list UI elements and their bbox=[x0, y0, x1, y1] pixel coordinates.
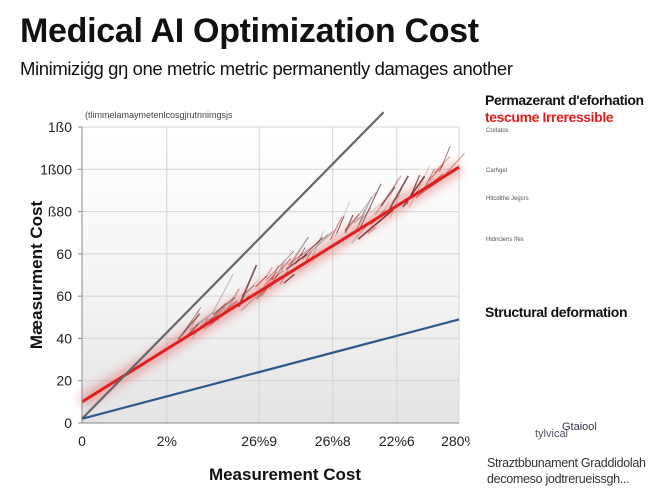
panel-warning: tescume Irreressible bbox=[485, 109, 614, 125]
mini-label: Hitcdlthe Jegsrs bbox=[486, 196, 529, 202]
mini-chart-bg bbox=[486, 354, 640, 406]
mini-chart-bg bbox=[486, 200, 640, 236]
mini-series bbox=[485, 201, 641, 226]
scribble bbox=[368, 201, 384, 215]
scribble bbox=[433, 156, 451, 174]
scribble bbox=[367, 226, 377, 235]
scribble bbox=[344, 214, 354, 234]
scribble bbox=[265, 266, 273, 279]
panel-title: Permazerant d'eforhation bbox=[485, 92, 644, 108]
mini-chart-bg bbox=[486, 238, 640, 293]
mini-series bbox=[485, 151, 641, 157]
scribble bbox=[412, 174, 421, 191]
mini-chart-bg bbox=[486, 130, 640, 166]
y-tick-label: 60 bbox=[56, 246, 72, 262]
scribble bbox=[287, 253, 303, 266]
mini-series bbox=[485, 373, 641, 395]
mini-series bbox=[485, 263, 641, 280]
plot-area bbox=[82, 127, 459, 423]
scribble bbox=[380, 186, 396, 207]
x-tick-label: 26%8 bbox=[315, 433, 351, 449]
y-tick-label: 60 bbox=[56, 288, 72, 304]
x-tick-label: 2% bbox=[157, 433, 177, 449]
cost-chart: (tlimmelamaymetenlcosgjrutnnimgsjs 0 20 40… bbox=[27, 110, 470, 484]
scribble bbox=[241, 284, 255, 296]
scribble bbox=[439, 145, 451, 172]
scribble bbox=[215, 297, 234, 313]
mini-chart-bg bbox=[486, 322, 640, 352]
scribble bbox=[301, 236, 323, 259]
page-title: Medical AI Optimization Cost bbox=[20, 12, 479, 50]
footer-line: Straztbbunament Graddidolah bbox=[487, 456, 646, 470]
y-tick-label: 20 bbox=[56, 373, 72, 389]
page-subtitle: Minimiziġg gŋ one metric metric permanen… bbox=[20, 58, 513, 79]
scribble bbox=[182, 306, 202, 334]
mini-label: Carhgel bbox=[486, 168, 508, 174]
mini-label: Hidnclens Ifes bbox=[486, 237, 524, 243]
y-tick-label: 40 bbox=[56, 330, 72, 346]
chart-caption: (tlimmelamaymetenlcosgjrutnnimgsjs bbox=[85, 110, 233, 120]
scribble bbox=[265, 250, 295, 281]
x-axis-label: Measurement Cost bbox=[209, 465, 361, 484]
section-title: Structural deformation bbox=[485, 304, 628, 320]
mini-series bbox=[485, 246, 641, 286]
y-axis-label: Mæasurment Cost bbox=[27, 201, 46, 350]
scribble bbox=[300, 234, 329, 257]
y-tick-label: ß80 bbox=[48, 204, 72, 220]
scribble bbox=[344, 213, 360, 232]
scribble bbox=[336, 215, 345, 234]
scribble bbox=[289, 236, 310, 266]
footer-tag: Gtaiool bbox=[562, 421, 597, 433]
scribble bbox=[186, 319, 194, 329]
series-line bbox=[81, 318, 460, 420]
x-tick-label: 0 bbox=[78, 433, 86, 449]
x-tick-label: 22%6 bbox=[379, 433, 415, 449]
scribble bbox=[212, 273, 234, 314]
series-line bbox=[81, 165, 460, 404]
x-tick-label: 26%9 bbox=[241, 433, 277, 449]
mini-series bbox=[485, 317, 641, 350]
y-tick-label: 1ß00 bbox=[40, 161, 72, 177]
scribble bbox=[279, 257, 292, 271]
y-tick-label: 1ß0 bbox=[48, 119, 72, 135]
y-tick-label: 0 bbox=[64, 415, 72, 431]
mini-series bbox=[485, 259, 641, 286]
footer-line: decomeso jodtrerueissgh... bbox=[487, 472, 630, 486]
series-line bbox=[81, 111, 385, 420]
scribble bbox=[329, 216, 343, 241]
scribble bbox=[353, 215, 363, 224]
side-panel: Permazerant d'eforhation tescume Irreres… bbox=[480, 88, 666, 488]
mini-label: Cretatos bbox=[486, 128, 509, 134]
mini-series bbox=[485, 180, 641, 188]
scribble bbox=[390, 192, 405, 203]
mini-series bbox=[485, 203, 641, 224]
mini-series bbox=[485, 369, 641, 376]
mini-series bbox=[485, 145, 641, 155]
footer-tag: tylvical bbox=[535, 428, 569, 440]
scribble bbox=[254, 275, 268, 288]
x-tick-label: 280% bbox=[441, 433, 470, 449]
